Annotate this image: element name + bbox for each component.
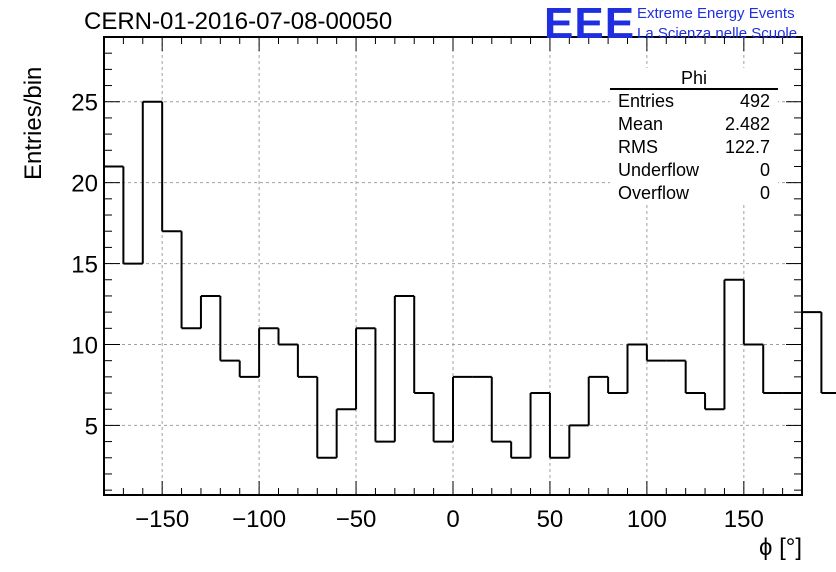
stats-value: 122.7: [724, 137, 770, 157]
brand-line-1: Extreme Energy Events: [637, 5, 795, 22]
y-tick-label: 25: [71, 90, 98, 117]
x-tick-label: 100: [627, 506, 667, 533]
stats-row-rms: RMS 122.7: [610, 136, 778, 159]
stats-value: 492: [739, 91, 770, 111]
x-tick-label: 150: [724, 506, 764, 533]
stats-label: Underflow: [618, 160, 700, 180]
stats-label: Mean: [618, 114, 664, 134]
stats-row-mean: Mean 2.482: [610, 113, 778, 136]
y-axis-label: Entries/bin: [20, 66, 47, 180]
stats-value: 0: [759, 183, 770, 203]
stats-label: RMS: [618, 137, 658, 157]
stats-row-overflow: Overflow 0: [610, 182, 778, 205]
x-tick-label: −50: [336, 506, 377, 533]
eee-logo: EEE: [544, 0, 636, 48]
stats-row-underflow: Underflow 0: [610, 159, 778, 182]
stats-box: Phi Entries 492 Mean 2.482 RMS 122.7 Und…: [610, 68, 778, 205]
stats-row-entries: Entries 492: [610, 90, 778, 113]
x-axis-label: ϕ [°]: [758, 534, 802, 561]
x-tick-label: 50: [537, 506, 564, 533]
x-tick-label: −100: [232, 506, 286, 533]
chart-title: CERN-01-2016-07-08-00050: [84, 8, 393, 35]
y-tick-label: 5: [85, 413, 98, 440]
stats-value: 2.482: [724, 114, 770, 134]
x-tick-label: 0: [446, 506, 459, 533]
stats-value: 0: [759, 160, 770, 180]
stats-label: Entries: [618, 91, 675, 111]
brand-line-2: La Scienza nelle Scuole: [637, 25, 798, 42]
x-tick-label: −150: [135, 506, 189, 533]
y-tick-label: 20: [71, 171, 98, 198]
y-tick-label: 10: [71, 332, 98, 359]
stats-title: Phi: [610, 68, 778, 90]
y-tick-label: 15: [71, 252, 98, 279]
stats-label: Overflow: [618, 183, 690, 203]
